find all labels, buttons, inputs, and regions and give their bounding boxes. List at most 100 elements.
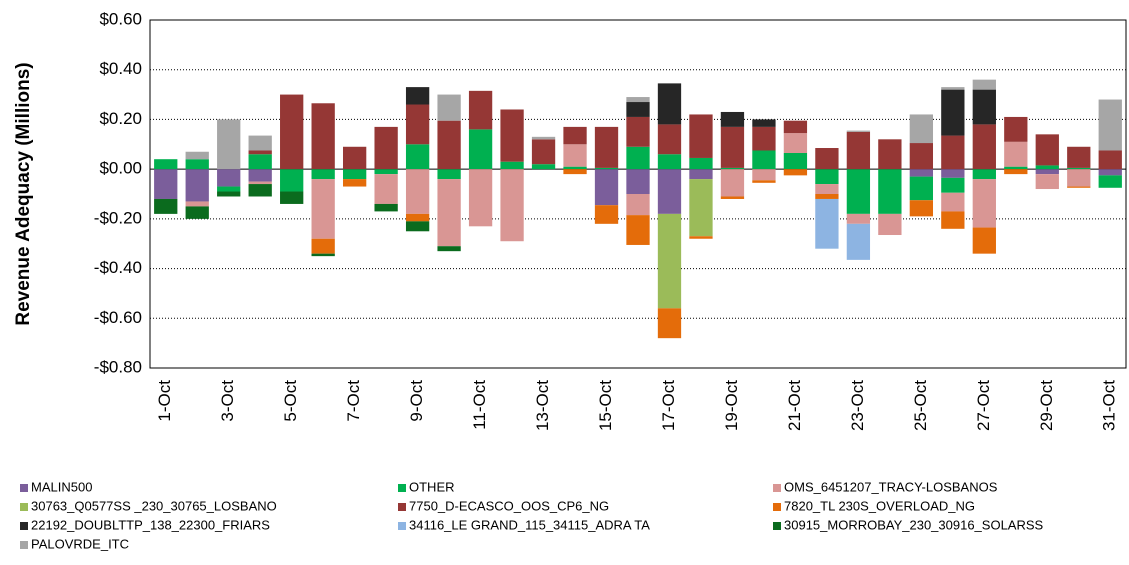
bar-segment: [941, 89, 965, 136]
legend-label: 30763_Q0577SS _230_30765_LOSBANO: [31, 498, 277, 513]
bar-segment: [311, 253, 335, 257]
bar-segment: [185, 151, 209, 160]
bar-segment: [531, 136, 556, 140]
bar-segment: [909, 143, 934, 170]
bar-segment: [626, 102, 650, 117]
bar-segment: [217, 119, 241, 170]
bar-segment: [468, 90, 493, 130]
bar-segment: [342, 146, 367, 170]
bar-segment: [374, 169, 398, 175]
bar-segment: [752, 126, 776, 151]
bar-segment: [405, 104, 430, 145]
bar-segment: [878, 139, 902, 170]
bar-segment: [437, 246, 461, 252]
bar-segment: [815, 198, 839, 249]
x-tick-label: 13-Oct: [533, 380, 552, 431]
bar-segment: [815, 194, 839, 199]
bar-segment: [594, 167, 619, 170]
bar-segment: [185, 201, 209, 207]
bar-segment: [563, 166, 587, 170]
bar-segment: [972, 169, 996, 180]
bar-segment: [909, 169, 934, 177]
bar-segment: [405, 221, 430, 232]
bar-segment: [720, 169, 745, 197]
bar-segment: [563, 169, 587, 175]
x-tick-label: 5-Oct: [281, 380, 300, 422]
bar-segment: [248, 150, 272, 155]
bar-segment: [405, 87, 430, 105]
bar-segment: [689, 236, 713, 239]
bar-segment: [941, 87, 965, 90]
bar-segment: [437, 94, 461, 121]
bar-segment: [217, 186, 241, 192]
bar-segment: [437, 120, 461, 170]
bar-segment: [248, 184, 272, 197]
y-tick-label: -$0.20: [94, 208, 142, 227]
x-tick-label: 15-Oct: [596, 380, 615, 431]
bar-segment: [280, 191, 304, 204]
bar-segment: [594, 205, 619, 224]
bar-segment: [783, 169, 808, 176]
x-tick-label: 25-Oct: [911, 380, 930, 431]
bar-segment: [846, 213, 871, 224]
bar-segment: [909, 200, 934, 217]
legend-label: 34116_LE GRAND_115_34115_ADRA TA: [409, 517, 650, 532]
x-tick-label: 11-Oct: [470, 380, 489, 430]
x-tick-label: 19-Oct: [722, 380, 741, 431]
legend-label: 7750_D-ECASCO_OOS_CP6_NG: [409, 498, 609, 513]
bar-segment: [972, 89, 996, 125]
bar-segment: [405, 213, 430, 222]
bar-segment: [563, 144, 587, 167]
bar-segment: [657, 124, 682, 155]
bar-segment: [689, 179, 713, 237]
bar-segment: [248, 154, 272, 170]
x-tick-label: 29-Oct: [1037, 380, 1056, 431]
bar-segment: [972, 179, 996, 228]
legend-swatch: [398, 484, 406, 492]
x-tick-label: 1-Oct: [155, 380, 174, 422]
bar-segment: [941, 169, 965, 178]
bar-segment: [374, 203, 398, 212]
y-tick-label: $0.40: [99, 59, 142, 78]
y-axis-title: Revenue Adequacy (Millions): [13, 62, 34, 325]
x-tick-label: 23-Oct: [848, 380, 867, 431]
bar-segment: [342, 179, 367, 187]
bar-segment: [374, 174, 398, 204]
bar-segment: [531, 139, 556, 165]
legend-label: MALIN500: [31, 479, 92, 494]
bar-segment: [154, 159, 178, 170]
bar-segment: [1035, 134, 1059, 166]
bar-segment: [626, 215, 650, 245]
bar-segment: [972, 124, 996, 170]
bar-segment: [248, 181, 272, 185]
bar-segment: [720, 196, 745, 199]
bar-segment: [1035, 174, 1059, 190]
bar-segment: [500, 161, 524, 170]
bar-segment: [815, 169, 839, 185]
bar-segment: [185, 159, 209, 170]
y-tick-label: $0.60: [99, 9, 142, 28]
bar-segment: [468, 129, 493, 170]
bar-segment: [657, 169, 682, 214]
bar-segment: [626, 97, 650, 103]
bar-segment: [689, 114, 713, 158]
bar-segment: [311, 103, 335, 170]
legend-label: PALOVRDE_ITC: [31, 536, 129, 551]
bar-segment: [752, 150, 776, 170]
y-tick-label: $0.20: [99, 109, 142, 128]
plot-border: [149, 19, 1127, 369]
bar-segment: [909, 114, 934, 144]
x-tick-label: 9-Oct: [407, 380, 426, 422]
x-tick-label: 27-Oct: [974, 380, 993, 431]
bar-segment: [689, 157, 713, 170]
bar-segment: [248, 135, 272, 151]
y-tick-label: -$0.60: [94, 308, 142, 327]
bar-segment: [311, 238, 335, 254]
bar-segment: [531, 164, 556, 170]
bar-segment: [594, 126, 619, 168]
bar-segment: [909, 176, 934, 201]
bar-segment: [783, 133, 808, 153]
bar-segment: [217, 191, 241, 197]
bar-segment: [217, 169, 241, 187]
